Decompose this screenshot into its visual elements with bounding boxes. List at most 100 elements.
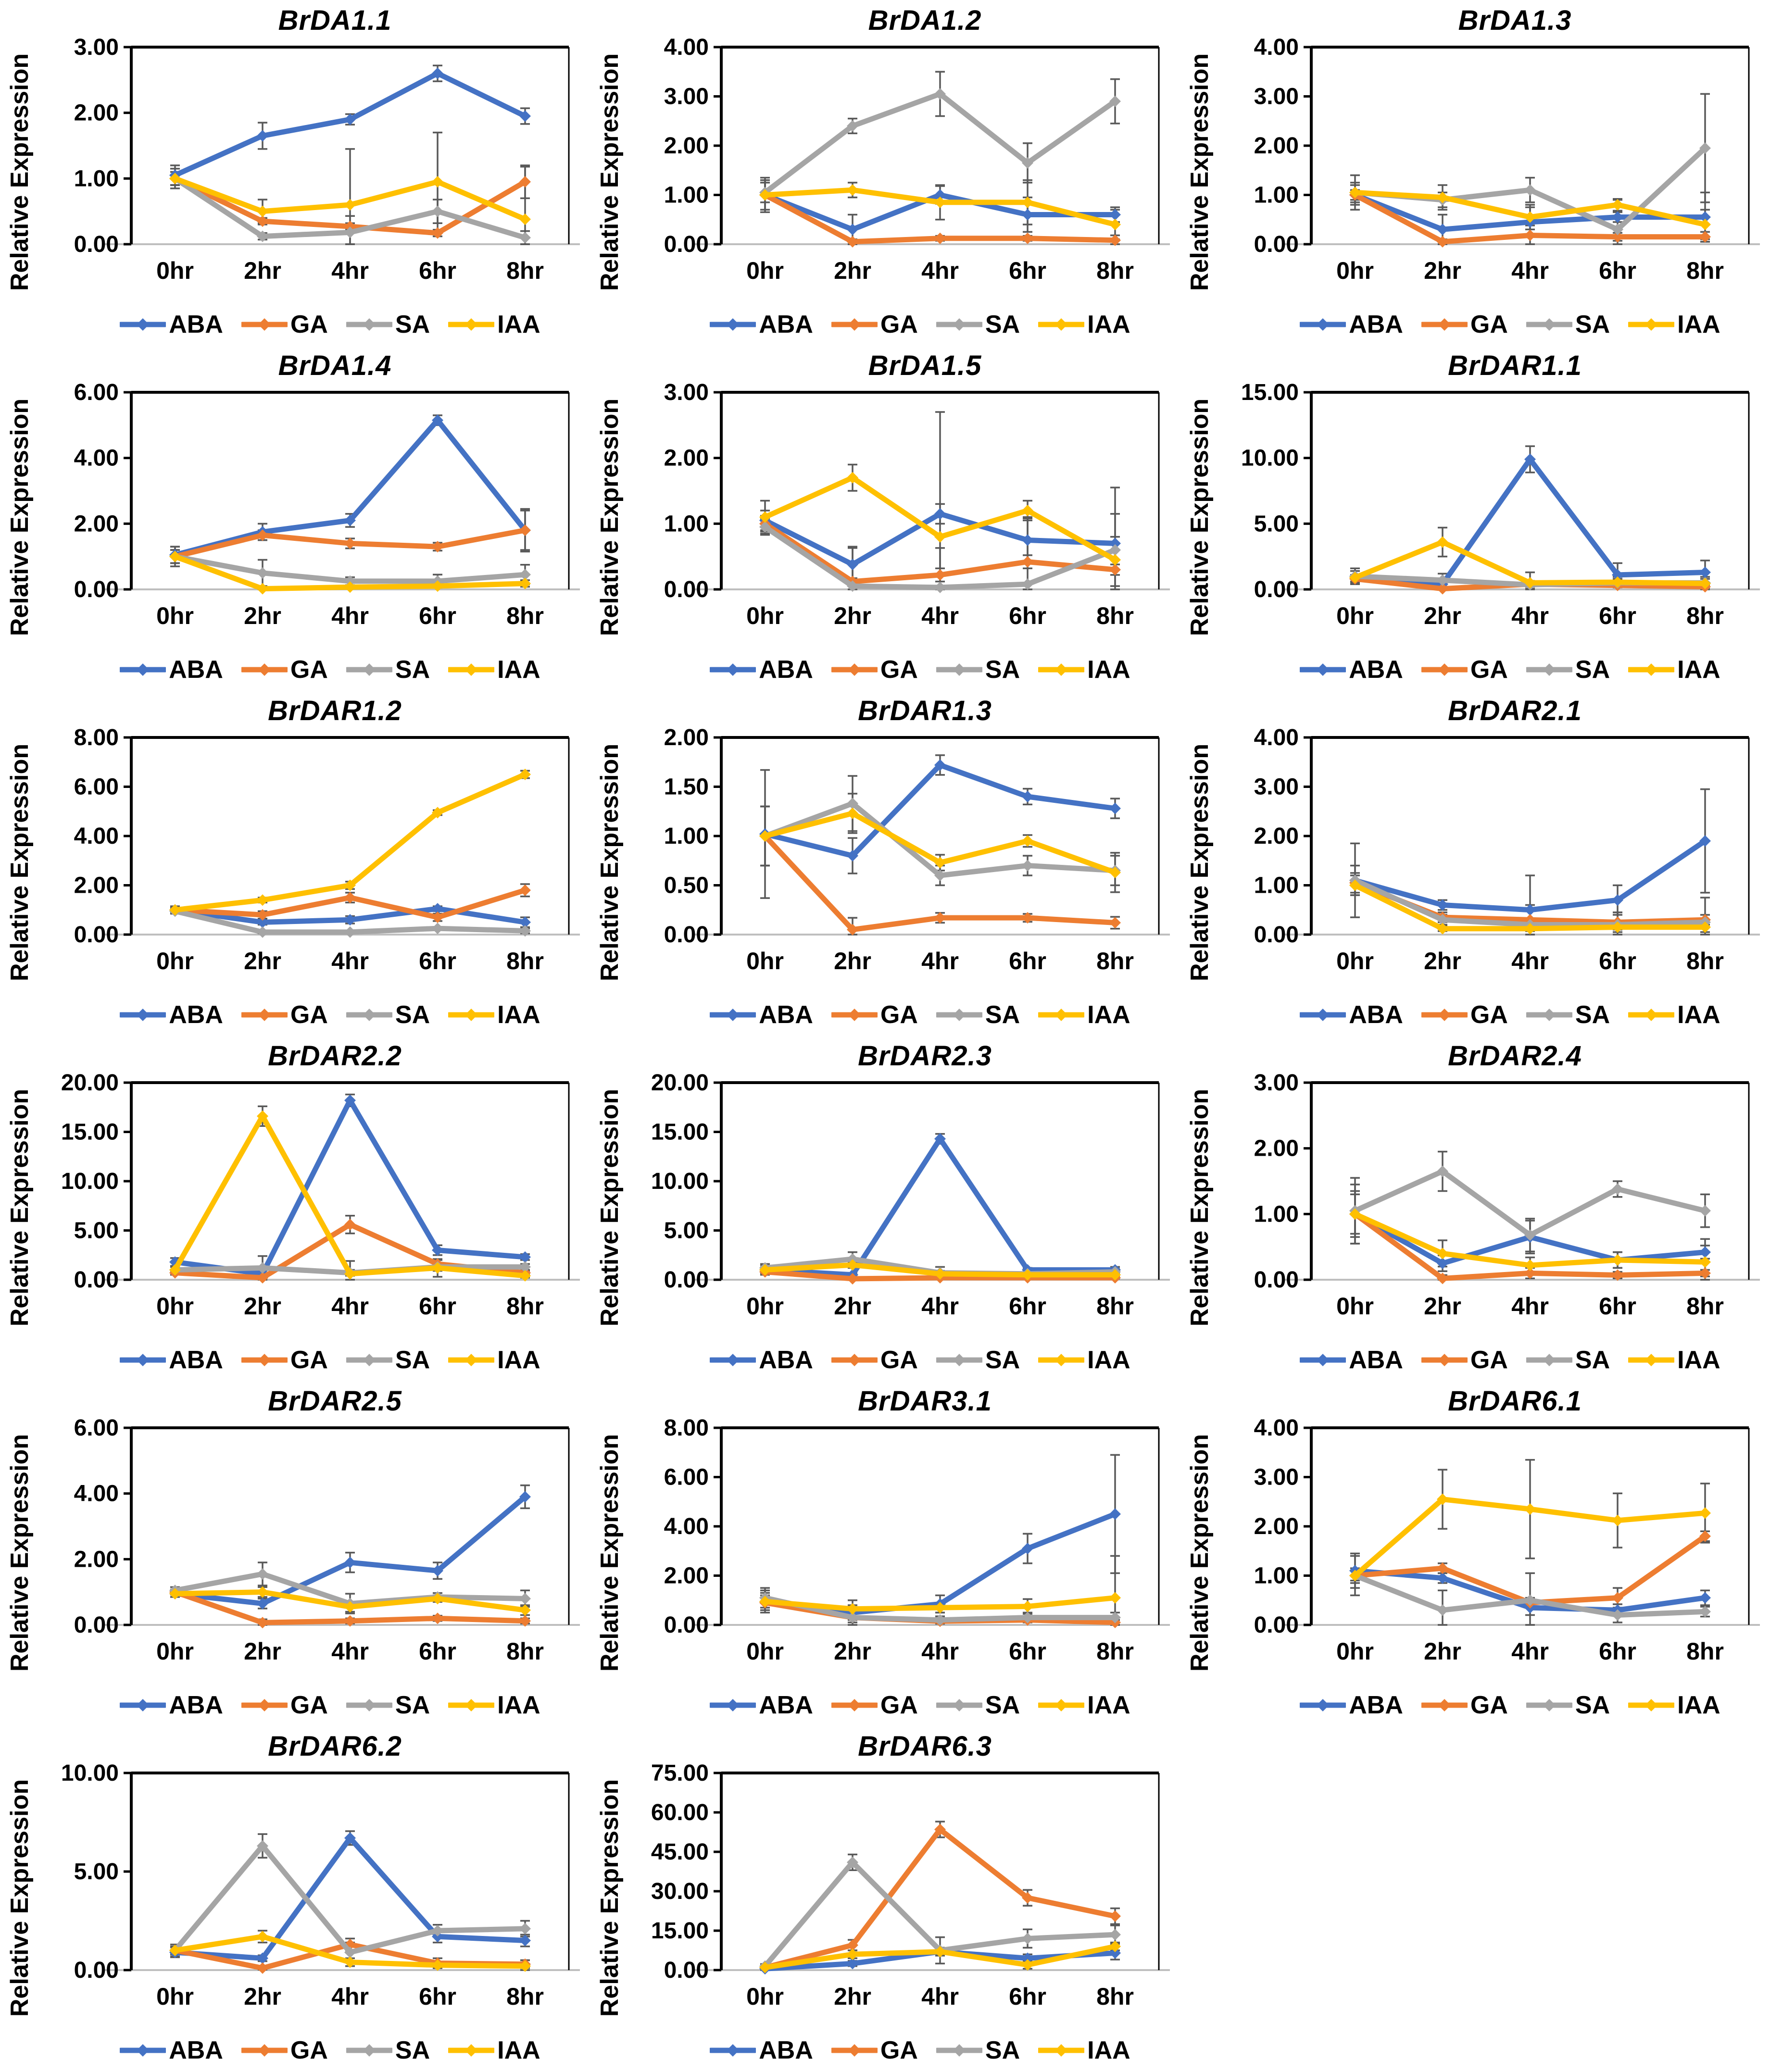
y-tick-label: 10.00 xyxy=(61,1169,119,1194)
y-axis-label-text: Relative Expression xyxy=(6,743,34,982)
plot-area: 0.00 2.00 4.00 6.00 0hr 2hr 4hr 6hr 8hr xyxy=(74,384,580,629)
x-tick-label: 2hr xyxy=(244,602,281,629)
legend-label: IAA xyxy=(497,1691,540,1719)
chart-title: BrDAR6.1 xyxy=(1448,1385,1582,1417)
y-tick-label: 0.50 xyxy=(664,873,709,899)
y-tick-label: 2.00 xyxy=(74,873,119,899)
plot-area: 0.00 5.00 10.00 15.00 0hr 2hr 4hr 6hr 8hr xyxy=(1241,384,1760,629)
x-tick-label: 8hr xyxy=(1686,948,1724,974)
x-tick-label: 8hr xyxy=(506,1983,544,2010)
legend-label: IAA xyxy=(1087,1001,1130,1029)
legend-entry-ABA: ABA xyxy=(120,1691,223,1720)
x-tick-label: 4hr xyxy=(1511,948,1549,974)
x-tick-label: 0hr xyxy=(746,257,784,284)
legend-label: ABA xyxy=(169,311,223,338)
legend-entry-ABA: ABA xyxy=(120,310,223,339)
y-tick-label: 2.00 xyxy=(1254,133,1299,159)
legend-line-marker-icon xyxy=(831,1354,878,1366)
legend-label: ABA xyxy=(1349,1001,1403,1029)
legend-entry-GA: GA xyxy=(831,2036,918,2065)
legend-entry-GA: GA xyxy=(831,1691,918,1720)
y-tick-label: 10.00 xyxy=(651,1169,709,1194)
legend-label: SA xyxy=(395,1001,430,1029)
legend-entry-IAA: IAA xyxy=(1038,1346,1130,1374)
legend-entry-SA: SA xyxy=(1526,1691,1610,1720)
y-axis-label-text: Relative Expression xyxy=(596,1779,624,2017)
legend-line-marker-icon xyxy=(1526,1354,1572,1366)
y-tick-label: 0.00 xyxy=(664,922,709,948)
legend-label: GA xyxy=(290,1346,328,1374)
legend-line-marker-icon xyxy=(1628,1009,1675,1021)
y-tick-label: 3.00 xyxy=(1254,1074,1299,1096)
x-tick-label: 6hr xyxy=(1009,948,1046,974)
y-tick-label: 0.00 xyxy=(1254,1267,1299,1293)
legend-label: GA xyxy=(1470,311,1508,338)
x-tick-label: 0hr xyxy=(746,1638,784,1665)
legend-label: ABA xyxy=(759,1346,813,1374)
legend-line-marker-icon xyxy=(241,1354,288,1366)
legend-label: GA xyxy=(1470,1691,1508,1719)
legend-line-marker-icon xyxy=(1526,1699,1572,1711)
y-tick-label: 1.00 xyxy=(74,166,119,191)
x-tick-label: 2hr xyxy=(834,257,871,284)
chart-body: Relative Expression 0.00 15.00 30.00 45.00 60… xyxy=(592,1764,1176,2032)
legend-line-marker-icon xyxy=(1628,318,1675,331)
chart-title: BrDAR6.3 xyxy=(858,1731,992,1762)
x-tick-label: 2hr xyxy=(1424,602,1461,629)
x-tick-label: 6hr xyxy=(1009,1293,1046,1320)
plot-area: 0.00 1.00 2.00 3.00 4.00 0hr 2hr 4hr 6hr 8hr xyxy=(1254,1419,1760,1665)
legend-label: GA xyxy=(1470,1001,1508,1029)
chart-BrDAR6.1: BrDAR6.1 Relative Expression 0.00 1.00 2.00 3… xyxy=(1180,1381,1770,1726)
legend-entry-ABA: ABA xyxy=(120,1000,223,1029)
plot-area: 0.00 2.00 4.00 6.00 8.00 0hr 2hr 4hr 6hr 8hr xyxy=(664,1419,1170,1665)
y-tick-label: 1.00 xyxy=(664,824,709,849)
y-tick-label: 75.00 xyxy=(651,1764,709,1786)
x-tick-label: 2hr xyxy=(244,948,281,974)
legend: ABA GA SA IAA xyxy=(592,1341,1176,1379)
legend: ABA GA SA IAA xyxy=(592,651,1176,688)
legend-line-marker-icon xyxy=(1628,1354,1675,1366)
legend-label: GA xyxy=(290,1001,328,1029)
legend: ABA GA SA IAA xyxy=(1182,1686,1766,1724)
legend-line-marker-icon xyxy=(1300,663,1346,676)
y-axis-label: Relative Expression xyxy=(2,1074,38,1341)
y-tick-label: 3.00 xyxy=(664,84,709,110)
legend: ABA GA SA IAA xyxy=(592,996,1176,1034)
y-axis-label: Relative Expression xyxy=(592,729,628,996)
legend: ABA GA SA IAA xyxy=(2,651,586,688)
y-axis-label: Relative Expression xyxy=(1182,729,1218,996)
x-tick-label: 2hr xyxy=(1424,1293,1461,1320)
y-tick-label: 1.00 xyxy=(1254,1563,1299,1589)
legend-entry-GA: GA xyxy=(241,655,328,684)
legend-label: SA xyxy=(395,311,430,338)
legend-entry-ABA: ABA xyxy=(1300,1346,1403,1374)
legend-line-marker-icon xyxy=(1526,318,1572,331)
chart-BrDAR3.1: BrDAR3.1 Relative Expression 0.00 2.00 4.00 6… xyxy=(590,1381,1180,1726)
x-tick-label: 6hr xyxy=(419,1983,456,2010)
x-tick-label: 0hr xyxy=(156,1638,194,1665)
legend-entry-ABA: ABA xyxy=(120,1346,223,1374)
legend-label: GA xyxy=(880,2036,918,2064)
y-axis-label-text: Relative Expression xyxy=(596,743,624,982)
x-tick-label: 4hr xyxy=(921,948,959,974)
legend-line-marker-icon xyxy=(241,1009,288,1021)
legend-entry-SA: SA xyxy=(936,1000,1020,1029)
y-tick-label: 1.00 xyxy=(664,511,709,537)
x-tick-label: 8hr xyxy=(506,1638,544,1665)
chart-body: Relative Expression 0.00 1.00 2.00 3.00 4.00 0… xyxy=(1182,38,1766,306)
x-tick-label: 2hr xyxy=(1424,257,1461,284)
chart-title: BrDA1.5 xyxy=(868,350,982,381)
x-tick-label: 2hr xyxy=(244,1638,281,1665)
chart-title: BrDAR2.5 xyxy=(268,1385,402,1417)
chart-BrDA1.1: BrDA1.1 Relative Expression 0.00 1.00 2.00 3.… xyxy=(0,0,590,345)
legend-line-marker-icon xyxy=(710,318,756,331)
y-tick-label: 0.00 xyxy=(664,1267,709,1293)
legend-label: SA xyxy=(395,656,430,684)
x-tick-label: 8hr xyxy=(1096,257,1134,284)
legend-line-marker-icon xyxy=(1038,2044,1085,2057)
legend-line-marker-icon xyxy=(1038,1009,1085,1021)
y-tick-label: 6.00 xyxy=(74,774,119,800)
plot-area: 0.00 15.00 30.00 45.00 60.00 75.00 0hr 2hr 4hr 6h… xyxy=(651,1764,1170,2010)
legend-line-marker-icon xyxy=(1300,318,1346,331)
